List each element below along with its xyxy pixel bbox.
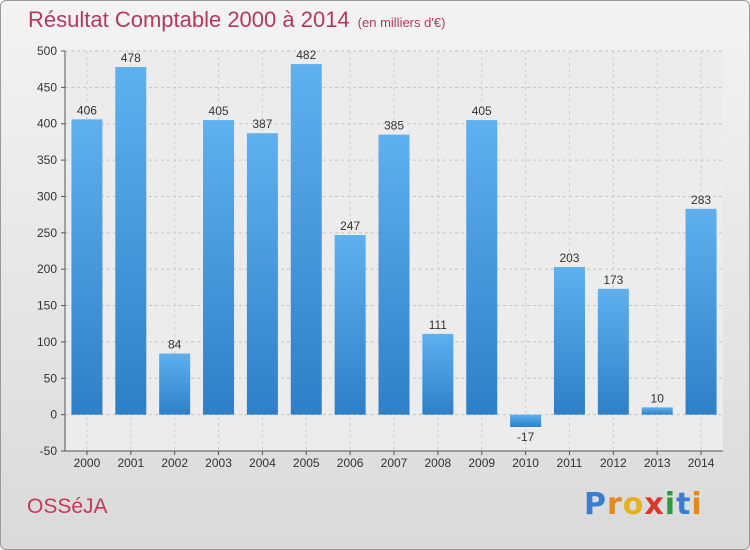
logo-letter: o (622, 487, 645, 522)
data-label-2005: 482 (296, 48, 316, 62)
logo-letter: P (584, 487, 607, 522)
bar-2001 (115, 67, 147, 415)
logo-letter: t (676, 487, 692, 522)
x-tick-label-2009: 2009 (468, 456, 495, 470)
logo-letter: i (664, 487, 677, 522)
bar-2007 (378, 134, 410, 415)
y-tick-label: 250 (37, 226, 57, 240)
bar-2008 (422, 333, 454, 415)
logo-letter: x (644, 487, 665, 522)
bar-2014 (685, 208, 717, 415)
y-tick-label: 200 (37, 262, 57, 276)
x-tick-label-2014: 2014 (688, 456, 715, 470)
x-tick-label-2005: 2005 (293, 456, 320, 470)
data-label-2004: 387 (252, 117, 272, 131)
y-tick-label: 150 (37, 299, 57, 313)
data-label-2008: 111 (429, 318, 448, 332)
data-label-2009: 405 (472, 104, 492, 118)
axes: -50 0 50 100 150 200 250 300 350 400 450 500 2000 200… (37, 44, 723, 470)
town-name: OSSéJA (27, 495, 108, 518)
chart-title: Résultat Comptable 2000 à 2014 (en millie… (28, 7, 445, 33)
data-label-2000: 406 (77, 103, 97, 117)
bar-2002 (159, 353, 191, 415)
bars (71, 64, 717, 427)
data-label-2007: 385 (384, 119, 404, 133)
chart-subtitle: (en milliers d'€) (357, 15, 446, 30)
data-label-2012: 173 (603, 273, 623, 287)
data-labels: 406 478 84 405 387 482 247 385 111 405 -17 203 173 10… (77, 48, 711, 444)
logo-letter: i (691, 487, 703, 522)
data-label-2003: 405 (209, 104, 229, 118)
x-tick-label-2004: 2004 (249, 456, 276, 470)
bar-2005 (290, 64, 322, 415)
y-tick-label: 300 (37, 189, 57, 203)
y-tick-label: 0 (50, 408, 57, 422)
bar-2004 (246, 133, 278, 415)
bar-2010 (510, 414, 542, 427)
bar-2006 (334, 235, 366, 415)
bar-2012 (597, 288, 629, 415)
x-tick-label-2012: 2012 (600, 456, 627, 470)
y-tick-label: 450 (37, 80, 57, 94)
data-label-2014: 283 (691, 193, 711, 207)
x-tick-label-2008: 2008 (425, 456, 452, 470)
data-label-2001: 478 (121, 51, 141, 65)
data-label-2010: -17 (517, 430, 535, 444)
y-tick-label: 400 (37, 117, 57, 131)
data-label-2002: 84 (168, 338, 182, 352)
bar-2000 (71, 119, 103, 415)
y-tick-label: 50 (44, 371, 58, 385)
y-tick-label: -50 (40, 444, 58, 458)
logo-letter: r (607, 487, 623, 522)
bar-2009 (466, 120, 498, 415)
x-tick-label-2000: 2000 (74, 456, 101, 470)
y-tick-label: 100 (37, 335, 57, 349)
proxiti-logo: Proxiti (584, 487, 703, 522)
y-tick-label: 350 (37, 153, 57, 167)
x-tick-label-2007: 2007 (381, 456, 408, 470)
bar-2013 (641, 407, 673, 415)
x-tick-label-2002: 2002 (161, 456, 188, 470)
x-tick-label-2010: 2010 (512, 456, 539, 470)
y-tick-label: 500 (37, 44, 57, 58)
x-tick-label-2013: 2013 (644, 456, 671, 470)
data-label-2011: 203 (559, 251, 579, 265)
x-tick-label-2003: 2003 (205, 456, 232, 470)
bar-2011 (553, 267, 585, 415)
data-label-2006: 247 (340, 219, 360, 233)
x-tick-label-2011: 2011 (557, 456, 583, 470)
bar-2003 (203, 120, 235, 415)
chart-title-text: Résultat Comptable 2000 à 2014 (28, 7, 350, 32)
x-tick-label-2001: 2001 (117, 456, 144, 470)
data-label-2013: 10 (651, 391, 665, 405)
x-tick-label-2006: 2006 (337, 456, 364, 470)
